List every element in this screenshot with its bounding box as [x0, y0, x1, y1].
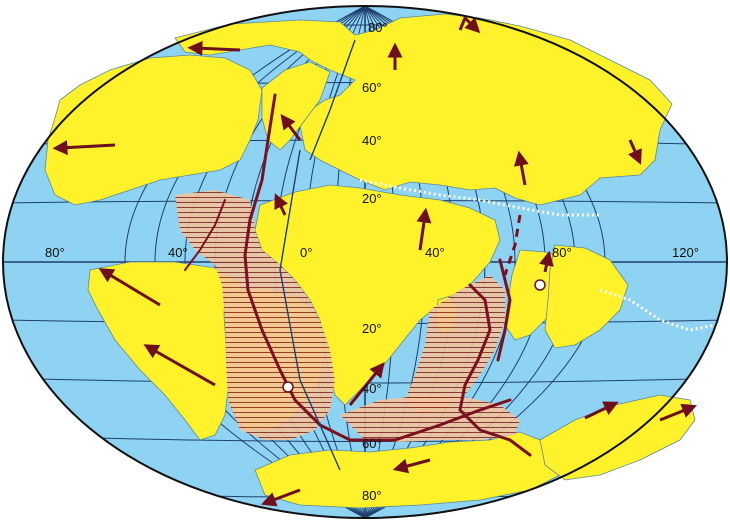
tethys-subduction — [359, 178, 600, 217]
southern-rift — [340, 395, 520, 442]
atlantic-rift — [175, 190, 335, 440]
lat-label-80s: 80° — [362, 488, 382, 503]
lon-label-120e: 120° — [672, 245, 699, 260]
australia — [544, 244, 629, 349]
landmasses — [44, 13, 696, 509]
indian-ridge — [458, 283, 532, 457]
greenland — [261, 61, 331, 151]
south-america — [87, 261, 246, 441]
lon-label-80w: 80° — [45, 245, 65, 260]
arrow-icon — [539, 250, 554, 273]
arrow-icon — [98, 268, 161, 307]
arrow-icon — [274, 193, 288, 216]
hotspot-circle-icon — [534, 279, 546, 291]
arrow-icon — [260, 488, 301, 507]
latitude-labels: 80° 60° 40° 20° 0° 20° 40° 60° 80° — [300, 20, 388, 503]
arrow-icon — [392, 458, 431, 474]
spreading-ridges — [184, 93, 532, 457]
arrow-icon — [52, 140, 116, 156]
lat-label-20n: 20° — [362, 191, 382, 206]
africa — [254, 184, 501, 406]
arrow-icon — [416, 207, 432, 251]
hotspot-circle-icon — [282, 381, 294, 393]
arrow-icon — [187, 40, 241, 56]
subduction-zones — [359, 178, 716, 332]
transform-lines — [279, 39, 356, 471]
lat-label-40s: 40° — [362, 381, 382, 396]
lon-label-40e: 40° — [425, 245, 445, 260]
arrow-icon — [280, 114, 302, 141]
lat-label-40n: 40° — [362, 133, 382, 148]
arrow-icon — [513, 150, 529, 186]
pacific-subduction — [599, 288, 716, 332]
arrow-icon — [584, 401, 619, 420]
arrow-icon — [143, 344, 216, 387]
lat-label-60s: 60° — [362, 436, 382, 451]
dashed-ridge — [503, 214, 522, 276]
lon-label-0: 0° — [300, 245, 312, 260]
mid-atlantic-ridge — [243, 93, 512, 442]
longitude-labels: 80° 40° 40° 80° 120° — [45, 245, 699, 260]
plate-motion-arrows — [52, 15, 697, 507]
lat-label-80n: 80° — [368, 20, 388, 35]
ridge-branch — [496, 258, 512, 362]
arrow-icon — [628, 139, 642, 165]
lon-label-40w: 40° — [168, 245, 188, 260]
lat-label-20s: 20° — [362, 321, 382, 336]
rift-zones — [175, 190, 520, 442]
globe-outline — [2, 5, 728, 519]
lat-label-60n: 60° — [362, 80, 382, 95]
arrow-icon — [659, 403, 697, 422]
eurasia — [174, 13, 673, 206]
north-america — [44, 54, 263, 206]
arrow-icon — [458, 15, 481, 34]
arrow-icon — [348, 362, 385, 406]
west-ridge — [184, 199, 226, 271]
indian-rift — [405, 275, 505, 415]
lon-label-80e: 80° — [552, 245, 572, 260]
